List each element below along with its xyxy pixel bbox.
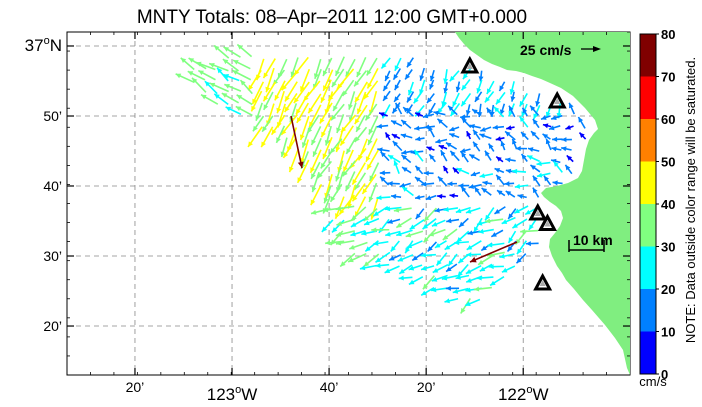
lon-label: 122oW — [498, 384, 549, 404]
saturation-note: NOTE: Data outside color range will be s… — [683, 57, 698, 343]
current-vectors — [175, 43, 587, 314]
colorbar-segment — [640, 161, 656, 204]
colorbar-segment — [640, 204, 656, 247]
lon-label: 20’ — [417, 379, 436, 395]
radar-site-marker — [528, 202, 548, 221]
colorbar-tick-label: 40 — [661, 197, 675, 212]
colorbar-tick-label: 20 — [661, 282, 675, 297]
lon-label: 20’ — [126, 379, 145, 395]
colorbar-segment — [640, 331, 656, 374]
scale-bar-label: 10 km — [573, 232, 613, 248]
colorbar-segment — [640, 76, 656, 119]
current-vector — [290, 115, 303, 169]
radar-site-marker — [460, 55, 480, 74]
lat-label: 37oN — [25, 35, 62, 55]
lat-label: 40’ — [43, 178, 62, 194]
lon-label: 40’ — [320, 379, 339, 395]
colorbar-segment — [640, 119, 656, 162]
latitude-labels: 37oN 50’ 40’ 30’ 20’ — [25, 35, 62, 334]
colorbar-units: cm/s — [639, 374, 667, 389]
radar-site-marker — [533, 272, 553, 291]
longitude-labels: 20’ 123oW 40’ 20’ 122oW — [126, 379, 549, 404]
lat-label: 30’ — [43, 248, 62, 264]
scale-bar: 10 km — [568, 232, 613, 252]
radar-site-marker — [547, 90, 567, 109]
colorbar-tick-label: 80 — [661, 27, 675, 42]
colorbar-tick-label: 60 — [661, 112, 675, 127]
map-title: MNTY Totals: 08–Apr–2011 12:00 GMT+0.000 — [137, 7, 527, 28]
colorbar-segment — [640, 34, 656, 77]
radar-sites — [460, 55, 567, 291]
colorbar-tick-label: 0 — [661, 367, 668, 382]
colorbar-segment — [640, 246, 656, 289]
coastline-land — [455, 32, 630, 375]
colorbar-segment — [640, 289, 656, 332]
radar-site-marker — [537, 213, 557, 232]
colorbar-tick-label: 30 — [661, 240, 675, 255]
lon-label: 123oW — [207, 384, 258, 404]
colorbar-tick-label: 50 — [661, 155, 675, 170]
colorbar-tick-label: 70 — [661, 70, 675, 85]
reference-vector-label: 25 cm/s — [520, 42, 572, 58]
colorbar-tick-label: 10 — [661, 325, 675, 340]
current-vector — [469, 241, 518, 263]
lat-label: 20’ — [43, 318, 62, 334]
reference-vector: 25 cm/s — [520, 42, 601, 58]
frame-ticks — [66, 31, 630, 375]
lat-label: 50’ — [43, 108, 62, 124]
speed-colorbar: 0 10 20 30 40 50 60 70 80 — [639, 27, 675, 382]
